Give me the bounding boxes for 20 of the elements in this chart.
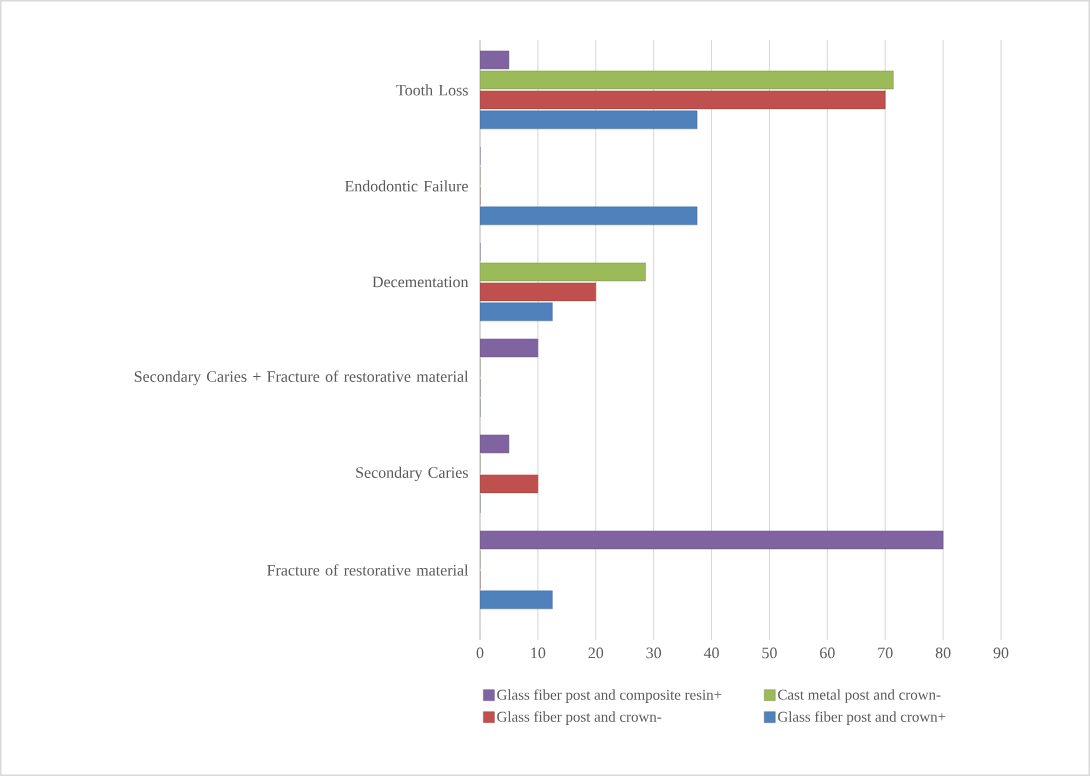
legend-label: Glass fiber post and composite resin+ — [497, 689, 722, 703]
legend-label: Glass fiber post and crown- — [497, 711, 662, 725]
legend-label: Glass fiber post and crown+ — [778, 711, 946, 725]
x-tick-label: 10 — [531, 647, 546, 659]
legend-label: Cast metal post and crown- — [778, 689, 941, 703]
y-tick-label: Secondary Caries + Fracture of restorative material — [134, 370, 469, 386]
x-tick-label: 50 — [762, 647, 777, 659]
x-tick-label: 0 — [476, 647, 484, 659]
x-tick-label: 20 — [588, 647, 604, 659]
x-tick-label: 30 — [646, 647, 662, 659]
x-tick-label: 70 — [878, 647, 893, 659]
y-tick-label: Tooth Loss — [396, 84, 468, 96]
x-tick-label: 80 — [935, 647, 951, 659]
x-tick-label: 60 — [820, 647, 835, 659]
y-tick-label: Fracture of restorative material — [267, 564, 469, 576]
y-tick-label: Endodontic Failure — [344, 180, 468, 192]
y-tick-label: Secondary Caries — [356, 466, 468, 482]
y-tick-label: Decementation — [372, 276, 469, 288]
x-tick-label: 40 — [703, 647, 719, 659]
x-tick-label: 90 — [993, 647, 1009, 659]
